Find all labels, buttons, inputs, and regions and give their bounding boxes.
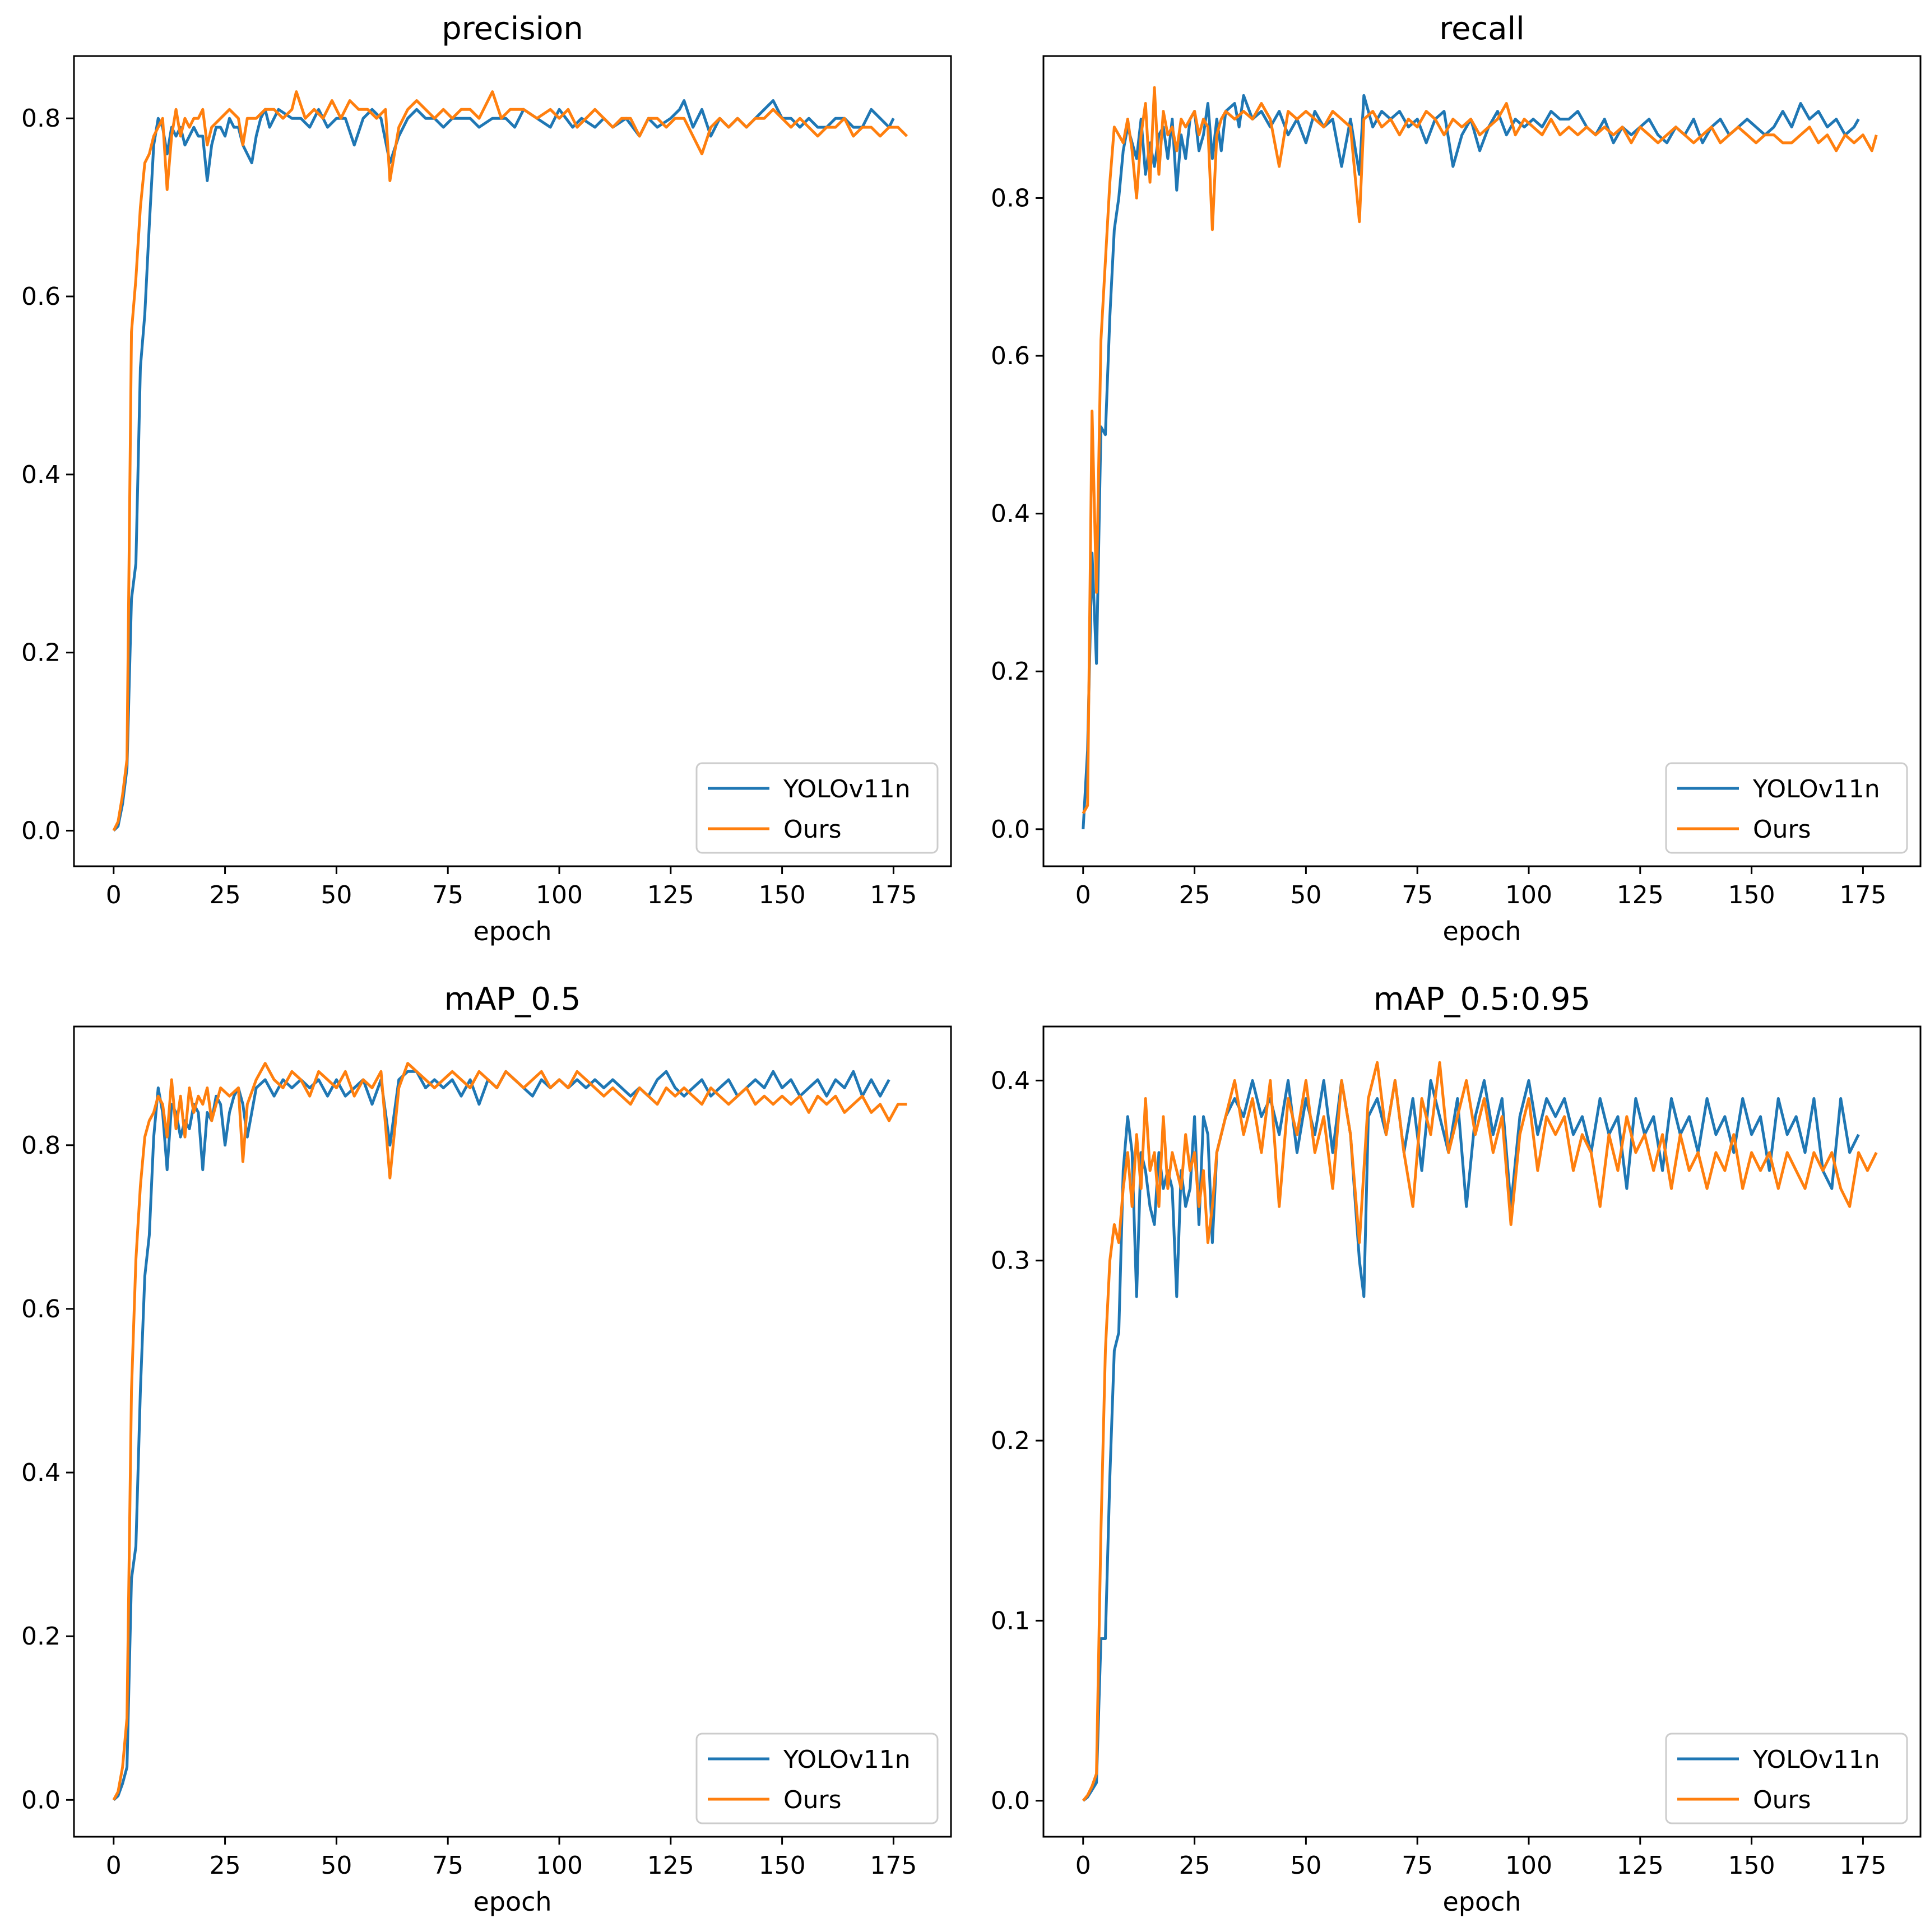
x-tick-label: 0 <box>1075 1851 1091 1880</box>
x-tick-label: 175 <box>1839 1851 1886 1880</box>
y-tick-label: 0.4 <box>991 1066 1030 1095</box>
legend-label-ours: Ours <box>783 1786 842 1814</box>
chart-panel-4: mAP_0.5:0.95 0 25 50 75 100 125 150 175 0.0 0.1 0.2… <box>991 981 1922 1917</box>
legend: YOLOv11n Ours <box>1665 762 1908 854</box>
y-tick-label: 0.2 <box>991 657 1030 686</box>
chart-panel-1: precision 0 25 50 75 100 125 150 175 0.0 0.2 0.4 0.6… <box>21 11 952 946</box>
axes-frame <box>1042 55 1922 867</box>
x-tick-label: 175 <box>1839 881 1886 909</box>
legend-label-yolov11n: YOLOv11n <box>783 1745 911 1774</box>
x-tick-label: 100 <box>1505 1851 1552 1880</box>
y-tick-label: 0.6 <box>991 342 1030 370</box>
x-tick-label: 50 <box>1290 881 1321 909</box>
x-tick-label: 50 <box>321 881 352 909</box>
x-tick-label: 25 <box>1179 881 1210 909</box>
y-tick-label: 0.4 <box>21 1459 61 1487</box>
axes-frame <box>73 1025 952 1838</box>
x-tick-label: 150 <box>1728 881 1775 909</box>
chart-panel-2: recall 0 25 50 75 100 125 150 175 0.0 0.2 0.4 0.6 0.8… <box>991 11 1922 946</box>
series-line-ours <box>1082 1061 1878 1802</box>
series-line-ours <box>112 1062 907 1801</box>
x-tick-label: 150 <box>759 881 806 909</box>
legend-label-yolov11n: YOLOv11n <box>783 775 911 804</box>
x-tick-label: 25 <box>210 881 241 909</box>
y-tick-label: 0.1 <box>991 1606 1030 1635</box>
x-tick-label: 0 <box>106 881 122 909</box>
x-tick-label: 125 <box>647 881 694 909</box>
chart-title: mAP_0.5:0.95 <box>1374 981 1590 1018</box>
y-tick-label: 0.6 <box>21 1295 61 1323</box>
x-tick-label: 125 <box>647 1851 694 1880</box>
chart-title: precision <box>442 11 583 47</box>
y-tick-label: 0.2 <box>21 1622 61 1651</box>
y-tick-label: 0.0 <box>991 815 1030 844</box>
axes-frame <box>73 55 952 867</box>
y-tick-label: 0.0 <box>21 1786 61 1814</box>
y-tick-label: 0.2 <box>21 639 61 667</box>
x-tick-label: 50 <box>1290 1851 1321 1880</box>
x-axis-label: epoch <box>1442 1887 1521 1917</box>
x-axis-label: epoch <box>473 1887 551 1917</box>
x-tick-label: 100 <box>536 881 583 909</box>
legend-label-yolov11n: YOLOv11n <box>1752 775 1880 804</box>
x-tick-label: 150 <box>1728 1851 1775 1880</box>
legend-label-ours: Ours <box>783 815 842 844</box>
x-tick-label: 100 <box>1505 881 1552 909</box>
chart-title: recall <box>1439 11 1524 47</box>
x-tick-label: 75 <box>432 1851 463 1880</box>
y-tick-label: 0.8 <box>21 104 61 133</box>
axes-frame <box>1042 1025 1922 1838</box>
x-tick-label: 75 <box>1402 1851 1433 1880</box>
legend-box <box>1665 1733 1908 1824</box>
legend-box <box>695 762 939 854</box>
y-tick-label: 0.0 <box>991 1787 1030 1815</box>
y-tick-label: 0.8 <box>21 1131 61 1160</box>
x-tick-label: 75 <box>1402 881 1433 909</box>
y-tick-label: 0.4 <box>21 461 61 489</box>
x-tick-label: 175 <box>870 1851 917 1880</box>
y-tick-label: 0.2 <box>991 1427 1030 1455</box>
legend-label-ours: Ours <box>1753 815 1811 844</box>
y-tick-label: 0.8 <box>991 184 1030 212</box>
y-tick-label: 0.3 <box>991 1247 1030 1275</box>
legend-box <box>1665 762 1908 854</box>
x-tick-label: 125 <box>1617 1851 1664 1880</box>
x-tick-label: 150 <box>759 1851 806 1880</box>
x-tick-label: 0 <box>1075 881 1091 909</box>
legend-label-ours: Ours <box>1753 1786 1811 1814</box>
x-axis-label: epoch <box>1442 916 1521 946</box>
x-tick-label: 25 <box>1179 1851 1210 1880</box>
x-tick-label: 100 <box>536 1851 583 1880</box>
x-tick-label: 125 <box>1617 881 1664 909</box>
series-line-ours <box>1082 86 1878 814</box>
chart-panel-3: mAP_0.5 0 25 50 75 100 125 150 175 0.0 0.2 0.4 0.6 0.… <box>21 981 952 1917</box>
x-tick-label: 50 <box>321 1851 352 1880</box>
legend: YOLOv11n Ours <box>1665 1733 1908 1824</box>
x-tick-label: 25 <box>210 1851 241 1880</box>
x-tick-label: 0 <box>106 1851 122 1880</box>
chart-title: mAP_0.5 <box>444 981 581 1018</box>
y-tick-label: 0.0 <box>21 816 61 845</box>
y-tick-label: 0.4 <box>991 500 1030 528</box>
legend-box <box>695 1733 939 1824</box>
legend: YOLOv11n Ours <box>695 762 939 854</box>
y-tick-label: 0.6 <box>21 282 61 311</box>
x-axis-label: epoch <box>473 916 551 946</box>
legend-label-yolov11n: YOLOv11n <box>1752 1745 1880 1774</box>
legend: YOLOv11n Ours <box>695 1733 939 1824</box>
x-tick-label: 175 <box>870 881 917 909</box>
x-tick-label: 75 <box>432 881 463 909</box>
series-line-ours <box>112 90 908 832</box>
